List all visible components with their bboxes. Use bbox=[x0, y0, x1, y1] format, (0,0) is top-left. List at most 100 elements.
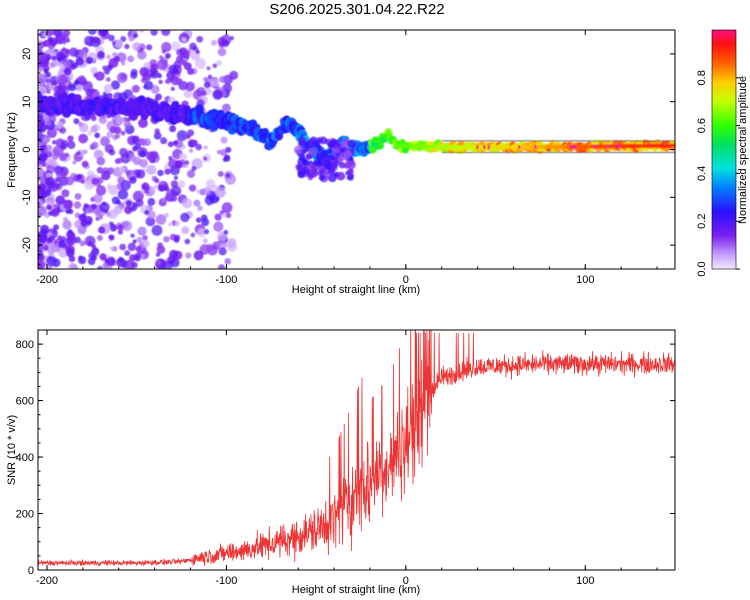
spectrogram-noise-blob bbox=[72, 160, 77, 165]
spectrogram-noise-blob bbox=[91, 177, 99, 186]
spectrogram-noise-blob bbox=[181, 198, 193, 209]
spectrogram-noise-blob bbox=[90, 247, 100, 257]
spectrogram-noise-blob bbox=[163, 185, 170, 192]
spectrogram-line-segment bbox=[550, 144, 554, 149]
spectrogram-noise-blob bbox=[73, 118, 80, 125]
spectrogram-noise-blob bbox=[150, 84, 160, 94]
spectrogram-ridge-blob bbox=[302, 159, 310, 166]
spectrogram-noise-blob bbox=[38, 212, 42, 219]
spectrogram-line-segment bbox=[669, 143, 672, 148]
spectrogram-noise-blob bbox=[55, 51, 65, 62]
spectrogram-xtick-label: -100 bbox=[215, 274, 237, 286]
spectrogram-noise-blob bbox=[78, 214, 86, 222]
spectrogram-noise-blob bbox=[74, 79, 79, 84]
spectrogram-line-segment bbox=[490, 145, 493, 150]
spectrogram-noise-blob bbox=[62, 199, 73, 210]
spectrogram-noise-blob bbox=[145, 151, 156, 161]
spectrogram-noise-blob bbox=[145, 216, 156, 227]
spectrogram-noise-blob bbox=[102, 65, 108, 71]
spectrogram-line-segment bbox=[478, 145, 481, 150]
spectrogram-noise-blob bbox=[203, 76, 208, 82]
spectrogram-line-segment bbox=[560, 144, 563, 149]
spectrogram-noise-blob bbox=[165, 78, 171, 84]
spectrogram-noise-blob bbox=[131, 135, 140, 144]
spectrogram-line-segment bbox=[546, 144, 549, 149]
spectrogram-noise-blob bbox=[78, 75, 86, 83]
spectrogram-line-segment bbox=[606, 144, 610, 149]
spectrogram-line-segment bbox=[576, 144, 579, 149]
spectrogram-ridge-blob bbox=[347, 139, 357, 149]
spectrogram-line-segment bbox=[406, 143, 409, 148]
spectrogram-line-segment bbox=[450, 145, 453, 150]
spectrogram-noise-blob bbox=[181, 226, 190, 235]
spectrogram-line-segment bbox=[618, 144, 621, 149]
spectrogram-line-segment bbox=[611, 144, 614, 149]
spectrogram-line-segment bbox=[422, 144, 425, 149]
spectrogram-line-segment bbox=[562, 144, 565, 149]
spectrogram-line-segment bbox=[464, 145, 467, 150]
spectrogram-line-segment bbox=[553, 144, 556, 149]
spectrogram-line-segment bbox=[466, 145, 470, 150]
spectrogram-noise-blob bbox=[67, 140, 76, 150]
spectrogram-noise-blob bbox=[178, 152, 188, 162]
spectrogram-noise-blob bbox=[177, 180, 186, 188]
spectrogram-noise-blob bbox=[90, 254, 97, 261]
spectrogram-line-segment bbox=[620, 144, 624, 149]
spectrogram-ridge-blob bbox=[317, 170, 323, 176]
spectrogram-line-segment bbox=[658, 143, 661, 148]
spectrogram-noise-blob bbox=[191, 139, 198, 147]
spectrogram-noise-blob bbox=[132, 190, 144, 202]
spectrogram-noise-blob bbox=[130, 233, 135, 238]
spectrogram-noise-blob bbox=[183, 89, 193, 99]
spectrogram-line-segment bbox=[457, 145, 460, 150]
spectrogram-line-segment bbox=[541, 144, 544, 149]
spectrogram-noise-blob bbox=[99, 202, 110, 213]
spectrogram-noise-blob bbox=[168, 156, 173, 161]
spectrogram-noise-blob bbox=[74, 236, 81, 244]
spectrogram-noise-blob bbox=[220, 136, 228, 144]
spectrogram-noise-blob bbox=[117, 229, 123, 235]
spectrogram-noise-blob bbox=[218, 247, 227, 256]
spectrogram-noise-blob bbox=[210, 39, 217, 46]
spectrogram-line-segment bbox=[581, 144, 584, 149]
spectrogram-line-segment bbox=[672, 143, 675, 148]
spectrogram-line-segment bbox=[399, 143, 402, 148]
spectrogram-noise-blob bbox=[207, 74, 212, 79]
spectrogram-line-segment bbox=[548, 144, 551, 149]
spectrogram-noise-blob bbox=[167, 222, 173, 227]
colorbar-label: Normalized spectral amplitude bbox=[737, 76, 749, 224]
spectrogram-noise-blob bbox=[218, 41, 226, 48]
spectrogram-line-segment bbox=[499, 145, 502, 150]
spectrogram-noise-blob bbox=[39, 224, 50, 234]
spectrogram-noise-blob bbox=[116, 72, 128, 83]
spectrogram-noise-blob bbox=[174, 160, 183, 169]
spectrogram-noise-blob bbox=[141, 182, 150, 191]
spectrogram-noise-blob bbox=[62, 30, 71, 37]
spectrogram-ridge-blob bbox=[297, 164, 303, 169]
spectrogram-noise-blob bbox=[218, 264, 226, 269]
spectrogram-line-segment bbox=[483, 145, 486, 150]
spectrogram-noise-blob bbox=[203, 156, 208, 161]
spectrogram-noise-blob bbox=[167, 141, 174, 148]
spectrogram-noise-blob bbox=[75, 57, 84, 66]
spectrogram-line-segment bbox=[520, 145, 523, 150]
spectrogram-noise-blob bbox=[79, 50, 88, 59]
spectrogram-noise-blob bbox=[93, 193, 103, 204]
colorbar-tick-label: 0.0 bbox=[696, 261, 708, 276]
spectrogram-line-segment bbox=[597, 144, 600, 149]
spectrogram-line-segment bbox=[543, 144, 547, 149]
spectrogram-ridge-blob bbox=[38, 91, 43, 99]
spectrogram-noise-blob bbox=[106, 131, 113, 138]
spectrogram-image bbox=[38, 30, 675, 269]
spectrogram-noise-blob bbox=[217, 170, 224, 177]
spectrogram-noise-blob bbox=[111, 196, 120, 205]
spectrogram-noise-blob bbox=[67, 229, 73, 235]
spectrogram-noise-blob bbox=[156, 260, 161, 265]
spectrogram-noise-blob bbox=[106, 77, 111, 82]
spectrogram-line-segment bbox=[415, 144, 418, 149]
spectrogram-noise-blob bbox=[94, 132, 101, 139]
spectrogram-line-segment bbox=[513, 145, 516, 150]
snr-xtick-label: 0 bbox=[403, 575, 409, 587]
spectrogram-line-segment bbox=[616, 144, 619, 149]
